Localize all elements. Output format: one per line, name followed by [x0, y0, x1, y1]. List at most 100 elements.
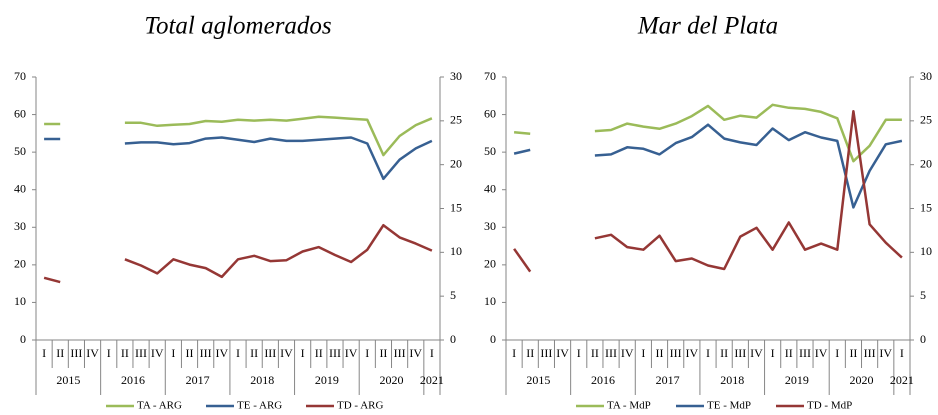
x-tick-label: III — [605, 346, 617, 360]
x-tick-label: IV — [86, 346, 99, 360]
y2-tick-label: 5 — [920, 288, 926, 302]
year-label: 2018 — [250, 373, 274, 387]
x-tick-label: III — [670, 346, 682, 360]
y-tick-label: 70 — [14, 69, 26, 83]
x-tick-label: I — [365, 346, 369, 360]
y-tick-label: 0 — [20, 332, 26, 346]
chart-title: Mar del Plata — [637, 13, 778, 40]
y-tick-label: 40 — [484, 181, 496, 195]
x-tick-label: III — [264, 346, 276, 360]
x-tick-label: IV — [815, 346, 828, 360]
series-line — [43, 223, 433, 284]
year-label: 2021 — [420, 373, 444, 387]
x-tick-label: III — [329, 346, 341, 360]
year-label: 2019 — [785, 373, 809, 387]
y-tick-label: 10 — [484, 294, 496, 308]
x-tick-label: IV — [686, 346, 699, 360]
y-tick-label: 50 — [14, 144, 26, 158]
x-tick-label: I — [641, 346, 645, 360]
x-tick-label: II — [121, 346, 129, 360]
year-label: 2016 — [591, 373, 615, 387]
year-label: 2020 — [380, 373, 404, 387]
x-tick-label: III — [864, 346, 876, 360]
x-tick-label: II — [250, 346, 258, 360]
x-tick-label: I — [236, 346, 240, 360]
x-tick-label: I — [577, 346, 581, 360]
x-tick-label: III — [70, 346, 82, 360]
y2-tick-label: 10 — [920, 244, 932, 258]
y-tick-label: 20 — [484, 257, 496, 271]
x-tick-label: IV — [280, 346, 293, 360]
year-label: 2021 — [890, 373, 914, 387]
series-line — [44, 115, 433, 157]
year-label: 2015 — [526, 373, 550, 387]
x-tick-label: IV — [409, 346, 422, 360]
series-line — [513, 123, 903, 209]
y-tick-label: 20 — [14, 257, 26, 271]
year-label: 2019 — [315, 373, 339, 387]
chart-title: Total aglomerados — [144, 13, 331, 40]
legend-label: TD - ARG — [337, 400, 384, 412]
x-tick-label: I — [835, 346, 839, 360]
y2-tick-label: 20 — [450, 156, 462, 170]
x-tick-label: III — [734, 346, 746, 360]
x-tick-label: IV — [556, 346, 569, 360]
legend-label: TD - MdP — [807, 400, 852, 412]
year-label: 2018 — [720, 373, 744, 387]
x-tick-label: IV — [750, 346, 763, 360]
x-tick-label: III — [540, 346, 552, 360]
y2-tick-label: 20 — [920, 156, 932, 170]
year-label: 2016 — [121, 373, 145, 387]
y2-tick-label: 25 — [920, 113, 932, 127]
x-tick-label: III — [135, 346, 147, 360]
x-tick-label: I — [430, 346, 434, 360]
x-tick-label: II — [849, 346, 857, 360]
y2-tick-label: 15 — [450, 200, 462, 214]
x-tick-label: II — [720, 346, 728, 360]
y-tick-label: 30 — [484, 219, 496, 233]
y-tick-label: 60 — [14, 106, 26, 120]
y2-tick-label: 0 — [920, 332, 926, 346]
y-tick-label: 40 — [14, 181, 26, 195]
x-tick-label: IV — [151, 346, 164, 360]
x-tick-label: II — [785, 346, 793, 360]
x-tick-label: II — [186, 346, 194, 360]
series-line — [44, 136, 433, 181]
y-tick-label: 10 — [14, 294, 26, 308]
series-line — [513, 103, 902, 163]
series-line — [513, 109, 903, 273]
x-tick-label: II — [56, 346, 64, 360]
x-tick-label: II — [379, 346, 387, 360]
y2-tick-label: 30 — [450, 69, 462, 83]
y2-tick-label: 10 — [450, 244, 462, 258]
year-label: 2017 — [186, 373, 210, 387]
x-tick-label: IV — [879, 346, 892, 360]
y-tick-label: 30 — [14, 219, 26, 233]
x-tick-label: I — [42, 346, 46, 360]
y-tick-label: 60 — [484, 106, 496, 120]
x-tick-label: III — [394, 346, 406, 360]
x-tick-label: I — [771, 346, 775, 360]
x-tick-label: I — [301, 346, 305, 360]
x-tick-label: IV — [621, 346, 634, 360]
x-tick-label: III — [200, 346, 212, 360]
x-tick-label: I — [171, 346, 175, 360]
x-tick-label: I — [107, 346, 111, 360]
y2-tick-label: 0 — [450, 332, 456, 346]
y2-tick-label: 5 — [450, 288, 456, 302]
x-tick-label: IV — [345, 346, 358, 360]
x-tick-label: II — [591, 346, 599, 360]
x-tick-label: IV — [216, 346, 229, 360]
y2-tick-label: 15 — [920, 200, 932, 214]
x-tick-label: II — [315, 346, 323, 360]
year-label: 2017 — [656, 373, 680, 387]
legend-label: TE - ARG — [237, 400, 282, 412]
x-tick-label: I — [900, 346, 904, 360]
x-tick-label: II — [526, 346, 534, 360]
year-label: 2020 — [850, 373, 874, 387]
y-tick-label: 0 — [490, 332, 496, 346]
x-tick-label: II — [656, 346, 664, 360]
legend-label: TA - ARG — [137, 400, 182, 412]
y-tick-label: 70 — [484, 69, 496, 83]
